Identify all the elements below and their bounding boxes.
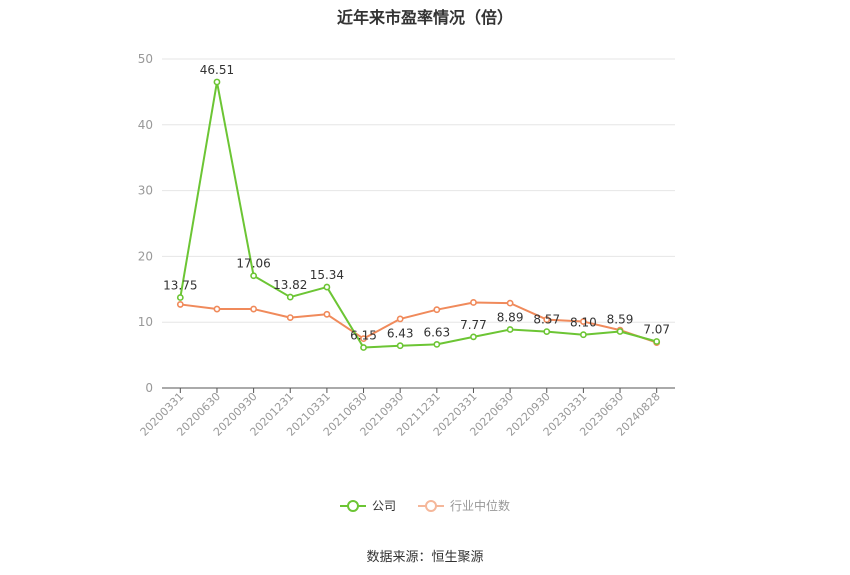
line-chart: 0 10 20 30 40 50 2020033120200630202009302020… [138,52,675,439]
industry-point [470,299,477,306]
company-point [433,340,441,348]
y-tick-label: 20 [138,249,153,263]
grid-lines [162,58,675,323]
company-point [616,328,624,335]
company-data-label: 7.07 [643,322,670,336]
y-tick-label: 50 [138,52,153,66]
industry-point [323,310,331,318]
industry-point [286,314,294,321]
company-point [323,283,331,291]
chart-title: 近年来市盈率情况（倍） [336,8,513,27]
industry-series-line [180,301,658,344]
company-point [286,293,294,301]
company-data-label: 6.63 [423,325,450,339]
y-axis-ticks: 0 10 20 30 40 50 [138,52,153,395]
y-tick-label: 30 [138,184,153,198]
company-point [470,333,477,341]
x-axis: 2020033120200630202009302020123120210331… [138,387,675,439]
industry-point [506,299,514,307]
industry-point [396,315,404,323]
company-point [506,326,514,333]
company-point [176,294,184,301]
company-point [396,342,404,350]
company-data-label: 8.57 [533,313,560,327]
industry-point [579,318,587,325]
legend-item-industry[interactable]: 行业中位数 [418,497,510,514]
company-data-label: 6.15 [350,329,377,343]
company-series-line [179,80,657,349]
industry-point [213,305,221,313]
company-data-label: 7.77 [460,318,487,332]
industry-point [433,306,441,314]
company-point [543,328,551,336]
company-point [579,331,587,339]
y-tick-label: 10 [138,315,153,329]
y-tick-label: 40 [138,118,153,132]
company-data-label: 17.06 [236,257,270,271]
legend-company-label: 公司 [371,499,396,513]
legend-industry-marker-icon [418,499,444,512]
company-point [653,338,661,345]
company-data-label: 8.10 [570,316,597,330]
industry-point [250,305,258,313]
company-data-label: 8.59 [607,312,634,326]
y-tick-label: 0 [145,381,153,395]
company-data-label: 6.43 [387,327,414,341]
company-point [360,344,367,351]
company-data-label: 15.34 [310,268,344,282]
company-point [213,78,221,86]
legend-industry-label: 行业中位数 [450,499,511,513]
legend-item-company[interactable]: 公司 [339,497,396,514]
company-data-label: 13.82 [273,278,307,292]
company-point [250,272,258,280]
industry-point [360,335,367,343]
data-source: 数据来源：恒生聚源 [366,550,484,565]
industry-point [543,316,551,323]
legend: 公司 行业中位数 [0,497,850,514]
company-data-label: 13.75 [163,279,197,293]
series-layer [176,78,661,351]
company-data-label: 8.89 [497,311,524,325]
industry-point [176,301,184,308]
legend-company-marker-icon [339,499,366,512]
company-data-label: 46.51 [200,63,234,77]
